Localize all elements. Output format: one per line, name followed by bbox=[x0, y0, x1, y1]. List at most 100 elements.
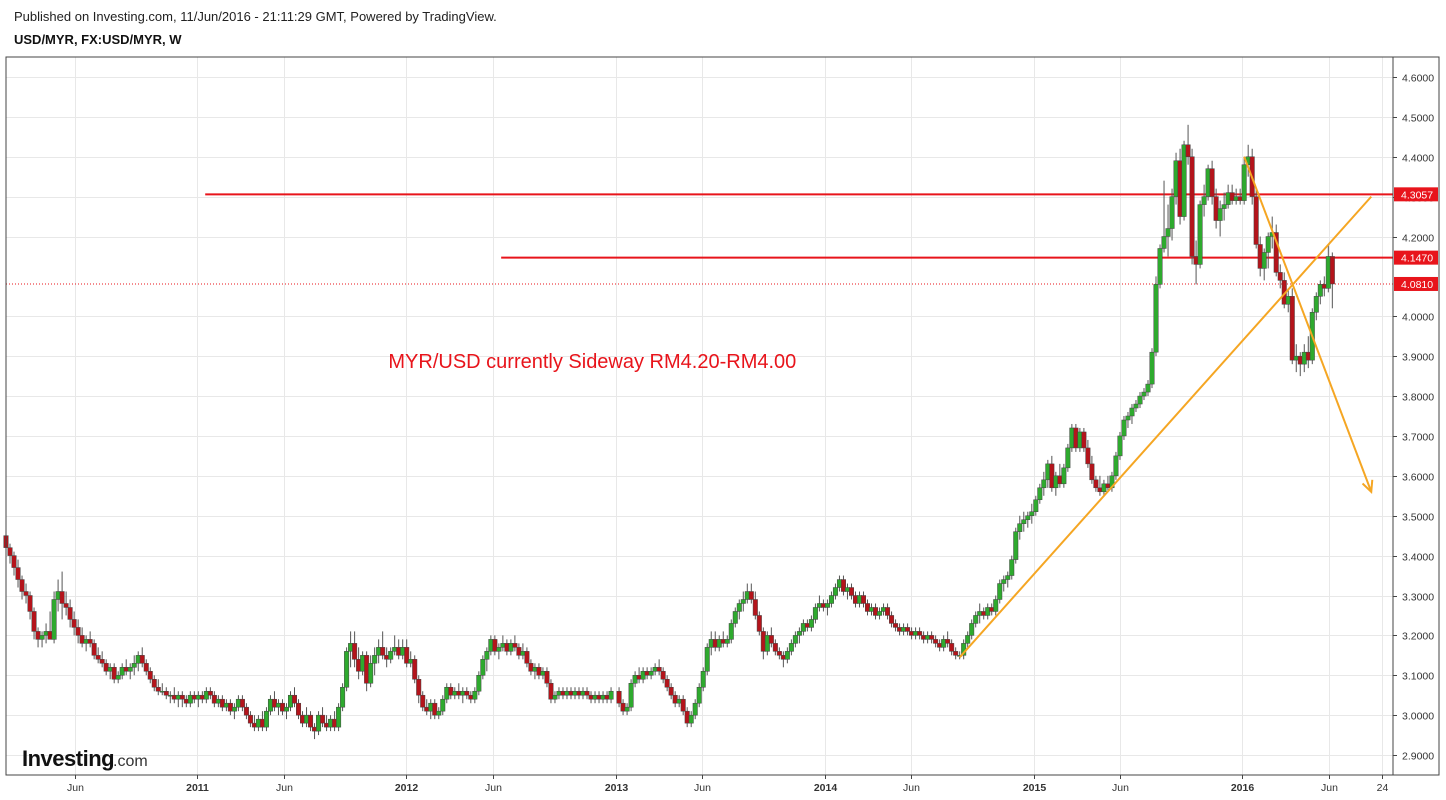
candle bbox=[1129, 407, 1135, 417]
x-tick-label: 24 bbox=[1377, 782, 1389, 794]
candle bbox=[1329, 256, 1335, 285]
candle bbox=[1317, 284, 1323, 297]
candle bbox=[828, 595, 834, 604]
candle bbox=[660, 671, 666, 680]
plot-frame bbox=[5, 56, 1440, 776]
candle bbox=[917, 631, 923, 636]
y-tick-label: 4.2000 bbox=[1402, 233, 1434, 245]
x-axis: Jun 2011 Jun 2012 Jun 2013 Jun 2014 Jun 2015 Jun 20… bbox=[67, 775, 1388, 794]
candle bbox=[1185, 144, 1191, 157]
candle bbox=[1089, 463, 1095, 481]
candle bbox=[1261, 252, 1267, 269]
candle bbox=[1041, 479, 1047, 489]
candle bbox=[1197, 204, 1203, 265]
candle bbox=[772, 643, 778, 652]
candle bbox=[147, 671, 153, 680]
x-tick-label: 2011 bbox=[186, 782, 209, 794]
x-tick-label: Jun bbox=[903, 782, 920, 794]
candle bbox=[1005, 575, 1011, 580]
chart-annotation: MYR/USD currently Sideway RM4.20-RM4.00 bbox=[388, 351, 796, 373]
candle bbox=[861, 595, 867, 604]
candle bbox=[263, 710, 269, 728]
candle bbox=[848, 587, 854, 596]
candle bbox=[1149, 351, 1155, 385]
candle bbox=[656, 667, 662, 672]
candle bbox=[1017, 523, 1023, 532]
y-tick-label: 4.0000 bbox=[1402, 312, 1434, 324]
candle bbox=[664, 679, 670, 688]
candle bbox=[784, 651, 790, 660]
candle bbox=[19, 579, 25, 592]
candle bbox=[688, 714, 694, 724]
candle bbox=[877, 611, 883, 616]
candle bbox=[99, 659, 105, 664]
candle bbox=[247, 714, 253, 724]
candle bbox=[1253, 196, 1259, 245]
y-tick-label: 3.9000 bbox=[1402, 352, 1434, 364]
candles bbox=[3, 124, 1335, 740]
x-tick-label: 2012 bbox=[395, 782, 419, 794]
candle bbox=[436, 710, 442, 716]
candle bbox=[320, 714, 326, 724]
candle bbox=[464, 690, 470, 696]
candle bbox=[949, 643, 955, 652]
y-tick-label: 3.1000 bbox=[1402, 671, 1434, 683]
candle bbox=[748, 591, 754, 600]
candle bbox=[15, 567, 21, 580]
uptrend-line bbox=[958, 195, 1372, 658]
candle bbox=[143, 663, 149, 672]
candle bbox=[67, 607, 73, 620]
logo-main-text: Investing bbox=[22, 746, 114, 771]
candle bbox=[484, 651, 490, 660]
symbol-title: USD/MYR, FX:USD/MYR, W bbox=[14, 32, 182, 47]
candle bbox=[993, 599, 999, 612]
candle bbox=[584, 690, 590, 696]
x-tick-label: Jun bbox=[485, 782, 502, 794]
candle bbox=[1273, 232, 1279, 273]
candle bbox=[756, 615, 762, 632]
candle bbox=[953, 651, 959, 656]
candle bbox=[23, 591, 29, 596]
candle bbox=[1189, 156, 1195, 257]
candle bbox=[736, 603, 742, 612]
candle bbox=[700, 671, 706, 688]
candle bbox=[1021, 519, 1027, 524]
candle bbox=[668, 686, 674, 696]
candle bbox=[680, 698, 686, 712]
candle bbox=[155, 686, 161, 692]
candle bbox=[59, 591, 65, 604]
x-tick-label: Jun bbox=[67, 782, 84, 794]
candle bbox=[243, 706, 249, 716]
investing-logo: Investing .com bbox=[22, 746, 148, 771]
candle bbox=[1025, 515, 1031, 520]
candle bbox=[239, 698, 245, 708]
candle bbox=[1133, 403, 1139, 409]
candle bbox=[740, 599, 746, 604]
candle bbox=[352, 643, 358, 660]
y-tick-label: 3.0000 bbox=[1402, 711, 1434, 723]
candle bbox=[1157, 248, 1163, 285]
candle bbox=[548, 683, 554, 700]
candle bbox=[1153, 284, 1159, 353]
candle bbox=[776, 651, 782, 656]
arrow-head bbox=[1361, 479, 1374, 494]
candle bbox=[832, 587, 838, 596]
candle bbox=[768, 635, 774, 644]
published-info: Published on Investing.com, 11/Jun/2016 … bbox=[14, 9, 497, 24]
candle bbox=[344, 651, 350, 688]
candle bbox=[1217, 208, 1223, 221]
trend-lines bbox=[958, 156, 1374, 658]
candle bbox=[1169, 196, 1175, 229]
candle bbox=[71, 619, 77, 628]
candle bbox=[151, 679, 157, 688]
candle bbox=[889, 615, 895, 624]
candle bbox=[1013, 531, 1019, 560]
candle bbox=[283, 706, 289, 712]
candle bbox=[207, 690, 213, 696]
x-tick-label: Jun bbox=[1112, 782, 1129, 794]
candle bbox=[905, 627, 911, 632]
candle bbox=[75, 627, 81, 636]
candle bbox=[372, 655, 378, 664]
price-badge bbox=[1394, 187, 1438, 202]
